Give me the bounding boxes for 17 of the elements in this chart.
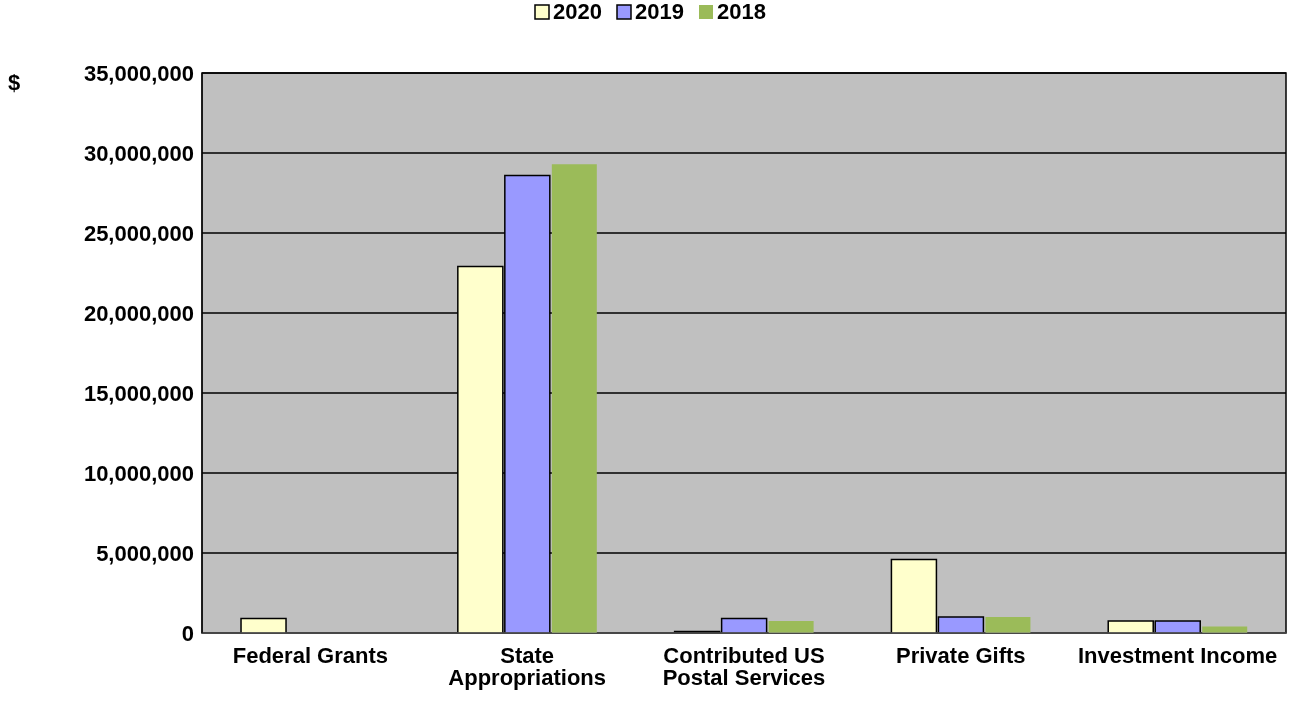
x-tick-label: Federal Grants: [232, 642, 389, 668]
legend-label: 2018: [716, 0, 766, 25]
x-tick-label: State Appropriations: [448, 642, 607, 690]
y-tick-label: 35,000,000: [83, 60, 194, 86]
y-tick-label: 15,000,000: [83, 380, 194, 406]
y-tick-label: 20,000,000: [83, 300, 194, 326]
y-tick-label: 0: [181, 620, 194, 646]
y-tick-label: 30,000,000: [83, 140, 194, 166]
x-tick-label: Contributed US Postal Services: [662, 642, 826, 690]
x-tick-label: Investment Income: [1077, 642, 1278, 668]
y-axis-title: $: [8, 70, 21, 96]
y-tick-label: 25,000,000: [83, 220, 194, 246]
legend-label: 2020: [553, 0, 603, 25]
y-tick-label: 10,000,000: [83, 460, 194, 486]
y-tick-label: 5,000,000: [96, 540, 194, 566]
x-tick-label: Private Gifts: [896, 642, 1026, 668]
legend-label: 2019: [635, 0, 684, 25]
